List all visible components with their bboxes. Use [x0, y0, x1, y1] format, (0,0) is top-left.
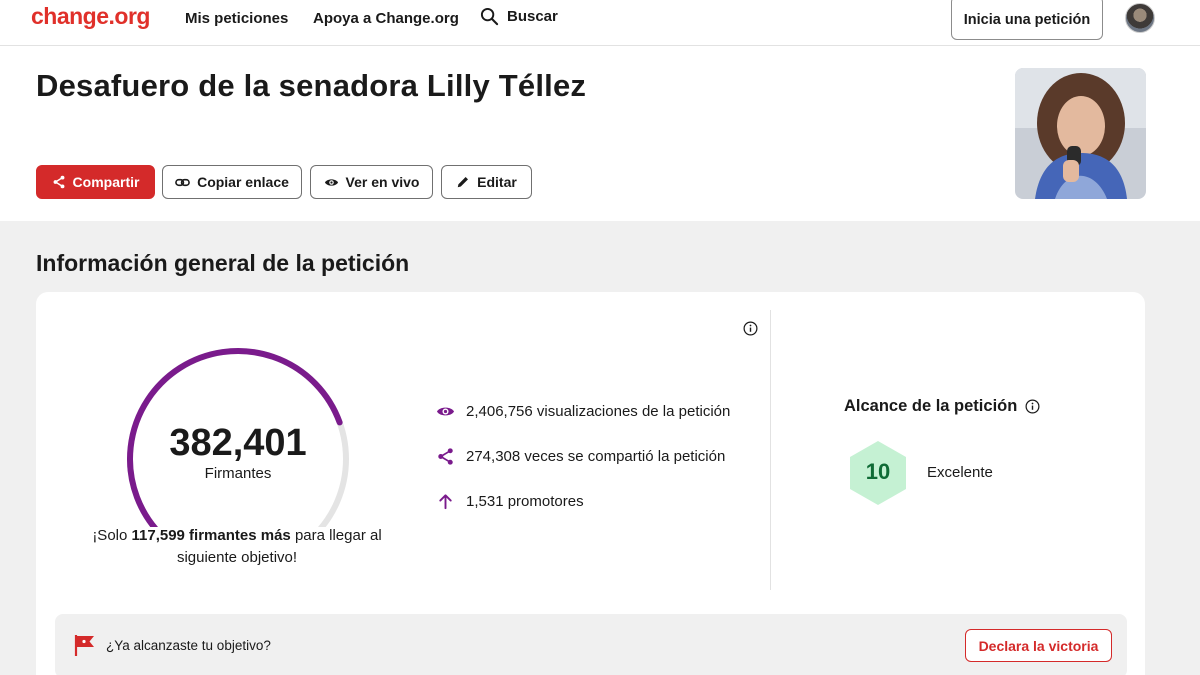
search-link[interactable]: Buscar: [480, 7, 558, 26]
signature-count: 382,401: [169, 422, 307, 464]
share-label: Compartir: [72, 174, 140, 190]
gauge-progress: [127, 348, 343, 527]
overview-card: 382,401 Firmantes ¡Solo 117,599 firmante…: [36, 292, 1145, 675]
eye-icon: [436, 407, 455, 416]
user-avatar[interactable]: [1125, 3, 1155, 33]
flag-icon: [74, 635, 94, 656]
share-button[interactable]: Compartir: [36, 165, 155, 199]
change-org-logo[interactable]: change.org: [31, 3, 150, 29]
info-icon[interactable]: [1025, 399, 1040, 414]
nav-apoya-change[interactable]: Apoya a Change.org: [313, 10, 459, 27]
eye-icon: [324, 178, 338, 186]
share-icon: [53, 175, 64, 189]
edit-button[interactable]: Editar: [441, 165, 532, 199]
goal-prefix: ¡Solo: [92, 527, 132, 544]
petition-header: Desafuero de la senadora Lilly Téllez Co…: [0, 46, 1200, 221]
victory-banner: ¿Ya alcanzaste tu objetivo? Declara la v…: [55, 614, 1127, 675]
goal-suffix: para llegar al siguiente objetivo!: [176, 527, 382, 566]
copy-link-button[interactable]: Copiar enlace: [162, 165, 302, 199]
search-icon: [480, 7, 499, 26]
reach-rating: Excelente: [927, 464, 993, 481]
reach-score: 10: [865, 459, 891, 484]
search-label: Buscar: [507, 8, 558, 25]
edit-label: Editar: [477, 174, 517, 190]
petition-title: Desafuero de la senadora Lilly Téllez: [36, 68, 587, 103]
pencil-icon: [457, 177, 469, 188]
view-live-label: Ver en vivo: [345, 174, 420, 190]
promoters-stat: 1,531 promotores: [436, 492, 584, 511]
goal-remaining: 117,599 firmantes más: [131, 527, 291, 544]
view-live-button[interactable]: Ver en vivo: [310, 165, 433, 199]
section-title: Información general de la petición: [36, 250, 410, 276]
shares-stat: 274,308 veces se compartió la petición: [436, 447, 725, 466]
promoters-stat-text: 1,531 promotores: [466, 493, 584, 510]
top-navigation: change.org Mis peticiones Apoya a Change…: [0, 0, 1200, 46]
goal-message: ¡Solo 117,599 firmantes más para llegar …: [76, 525, 398, 569]
reach-title: Alcance de la petición: [844, 397, 1040, 416]
arrow-up-icon: [439, 494, 452, 510]
signature-gauge: [127, 348, 349, 527]
info-icon[interactable]: [743, 321, 758, 336]
reach-title-text: Alcance de la petición: [844, 397, 1018, 415]
petition-photo: [1015, 68, 1146, 199]
column-divider: [770, 310, 771, 590]
signature-count-label: Firmantes: [204, 465, 272, 482]
nav-mis-peticiones[interactable]: Mis peticiones: [185, 10, 289, 27]
views-stat-text: 2,406,756 visualizaciones de la petición: [466, 403, 731, 420]
share-icon: [438, 448, 453, 465]
link-icon: [175, 178, 190, 186]
victory-question: ¿Ya alcanzaste tu objetivo?: [106, 638, 271, 653]
copy-link-label: Copiar enlace: [197, 174, 289, 190]
shares-stat-text: 274,308 veces se compartió la petición: [466, 448, 726, 465]
views-stat: 2,406,756 visualizaciones de la petición: [436, 402, 730, 421]
start-petition-button[interactable]: Inicia una petición: [951, 0, 1103, 40]
reach-score-hexagon: [850, 441, 906, 505]
declare-victory-button[interactable]: Declara la victoria: [965, 629, 1112, 662]
